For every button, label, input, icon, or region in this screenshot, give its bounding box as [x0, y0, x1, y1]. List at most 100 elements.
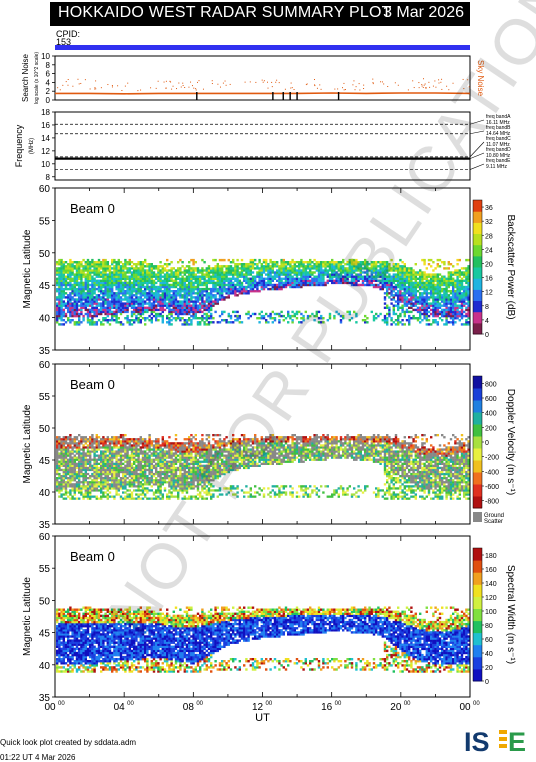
- heatmap-cell: [60, 282, 62, 284]
- heatmap-cell: [298, 269, 300, 271]
- heatmap-cell: [76, 450, 78, 452]
- heatmap-cell: [294, 269, 296, 271]
- heatmap-cell: [199, 305, 201, 307]
- heatmap-cell: [74, 465, 76, 467]
- heatmap-cell: [78, 473, 80, 475]
- heatmap-cell: [467, 317, 469, 319]
- heatmap-cell: [408, 321, 410, 323]
- heatmap-cell: [113, 438, 115, 440]
- heatmap-cell: [71, 292, 73, 294]
- heatmap-cell: [122, 444, 124, 446]
- heatmap-cell: [126, 448, 128, 450]
- heatmap-cell: [107, 321, 109, 323]
- heatmap-cell: [419, 292, 421, 294]
- heatmap-cell: [58, 487, 60, 489]
- heatmap-cell: [69, 498, 71, 500]
- heatmap-cell: [111, 448, 113, 450]
- heatmap-cell: [437, 265, 439, 267]
- heatmap-cell: [74, 265, 76, 267]
- heatmap-cell: [265, 265, 267, 267]
- heatmap-cell: [463, 300, 465, 302]
- heatmap-cell: [78, 463, 80, 465]
- heatmap-cell: [113, 273, 115, 275]
- heatmap-cell: [456, 296, 458, 298]
- heatmap-cell: [126, 459, 128, 461]
- heatmap-cell: [294, 267, 296, 269]
- heatmap-cell: [69, 452, 71, 454]
- heatmap-cell: [184, 305, 186, 307]
- heatmap-cell: [461, 284, 463, 286]
- heatmap-cell: [98, 261, 100, 263]
- heatmap-cell: [63, 305, 65, 307]
- heatmap-cell: [85, 455, 87, 457]
- heatmap-cell: [133, 489, 135, 491]
- heatmap-cell: [60, 315, 62, 317]
- heatmap-cell: [98, 481, 100, 483]
- heatmap-cell: [104, 317, 106, 319]
- heatmap-cell: [124, 477, 126, 479]
- heatmap-cell: [412, 302, 414, 304]
- heatmap-cell: [120, 450, 122, 452]
- heatmap-cell: [87, 485, 89, 487]
- heatmap-cell: [65, 446, 67, 448]
- heatmap-cell: [157, 300, 159, 302]
- heatmap-cell: [82, 455, 84, 457]
- heatmap-cell: [98, 265, 100, 267]
- heatmap-cell: [74, 273, 76, 275]
- heatmap-cell: [82, 273, 84, 275]
- heatmap-cell: [126, 446, 128, 448]
- heatmap-cell: [107, 459, 109, 461]
- heatmap-cell: [159, 313, 161, 315]
- heatmap-cell: [465, 323, 467, 325]
- heatmap-cell: [203, 269, 205, 271]
- heatmap-cell: [258, 284, 260, 286]
- heatmap-cell: [71, 475, 73, 477]
- heatmap-cell: [412, 315, 414, 317]
- heatmap-cell: [135, 498, 137, 500]
- heatmap-cell: [437, 263, 439, 265]
- heatmap-cell: [214, 298, 216, 300]
- heatmap-cell: [76, 321, 78, 323]
- heatmap-cell: [122, 290, 124, 292]
- heatmap-cell: [296, 276, 298, 278]
- heatmap-cell: [426, 278, 428, 280]
- heatmap-cell: [423, 284, 425, 286]
- heatmap-cell: [144, 309, 146, 311]
- heatmap-cell: [448, 276, 450, 278]
- heatmap-cell: [109, 265, 111, 267]
- heatmap-cell: [432, 319, 434, 321]
- heatmap-cell: [118, 296, 120, 298]
- heatmap-cell: [421, 298, 423, 300]
- heatmap-cell: [76, 436, 78, 438]
- heatmap-cell: [63, 300, 65, 302]
- heatmap-cell: [456, 305, 458, 307]
- heatmap-cell: [410, 278, 412, 280]
- heatmap-cell: [274, 271, 276, 273]
- heatmap-cell: [93, 457, 95, 459]
- heatmap-cell: [118, 479, 120, 481]
- heatmap-cell: [245, 292, 247, 294]
- heatmap-cell: [386, 323, 388, 325]
- heatmap-cell: [71, 298, 73, 300]
- heatmap-cell: [140, 440, 142, 442]
- heatmap-cell: [115, 261, 117, 263]
- heatmap-cell: [190, 321, 192, 323]
- heatmap-cell: [69, 493, 71, 495]
- heatmap-cell: [184, 290, 186, 292]
- heatmap-cell: [415, 305, 417, 307]
- heatmap-cell: [115, 489, 117, 491]
- heatmap-cell: [133, 467, 135, 469]
- heatmap-cell: [89, 442, 91, 444]
- heatmap-cell: [60, 278, 62, 280]
- noise-ytick-label: 10: [41, 52, 50, 61]
- heatmap-cell: [91, 485, 93, 487]
- heatmap-cell: [102, 457, 104, 459]
- heatmap-cell: [100, 282, 102, 284]
- heatmap-cell: [76, 459, 78, 461]
- heatmap-cell: [82, 267, 84, 269]
- heatmap-cell: [166, 307, 168, 309]
- heatmap-cell: [309, 261, 311, 263]
- heatmap-cell: [463, 296, 465, 298]
- heatmap-cell: [85, 309, 87, 311]
- heatmap-cell: [278, 315, 280, 317]
